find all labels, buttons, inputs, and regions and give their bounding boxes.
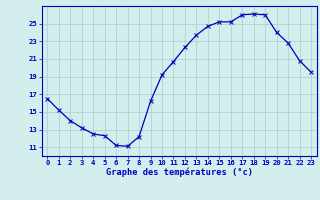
X-axis label: Graphe des températures (°c): Graphe des températures (°c) bbox=[106, 168, 253, 177]
